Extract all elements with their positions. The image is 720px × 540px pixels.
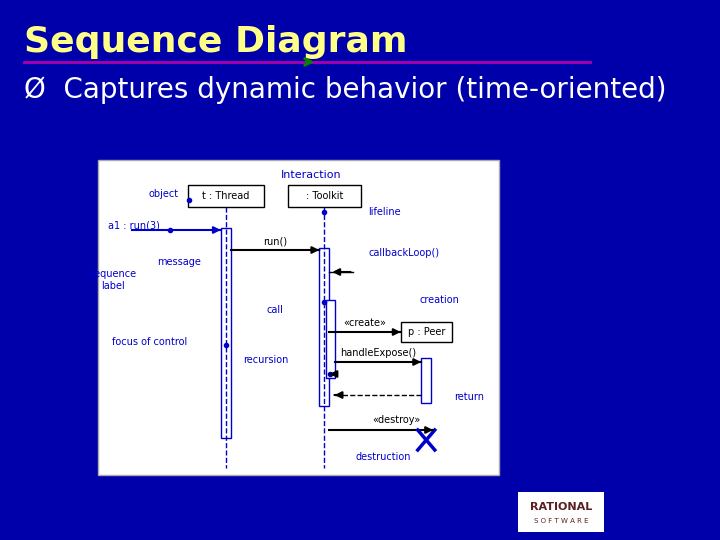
Bar bbox=[288, 185, 361, 207]
Bar bbox=[518, 492, 603, 532]
Bar bbox=[400, 322, 452, 342]
Text: callbackLoop(): callbackLoop() bbox=[369, 248, 440, 258]
Text: : Toolkit: : Toolkit bbox=[306, 191, 343, 201]
Text: RATIONAL: RATIONAL bbox=[530, 502, 592, 512]
Text: p : Peer: p : Peer bbox=[408, 327, 445, 337]
Text: recursion: recursion bbox=[243, 355, 289, 365]
Text: destruction: destruction bbox=[356, 452, 411, 462]
Text: sequence
label: sequence label bbox=[90, 269, 137, 291]
Text: Ø  Captures dynamic behavior (time-oriented): Ø Captures dynamic behavior (time-orient… bbox=[24, 76, 667, 104]
Text: «destroy»: «destroy» bbox=[372, 415, 420, 425]
Text: focus of control: focus of control bbox=[112, 337, 186, 347]
Bar bbox=[98, 160, 499, 475]
Text: creation: creation bbox=[420, 295, 459, 305]
Text: message: message bbox=[157, 257, 201, 267]
Text: Interaction: Interaction bbox=[281, 170, 341, 180]
Text: S O F T W A R E: S O F T W A R E bbox=[534, 518, 588, 524]
Bar bbox=[326, 300, 335, 378]
Bar bbox=[187, 185, 264, 207]
Text: return: return bbox=[454, 392, 485, 402]
Text: handleExpose(): handleExpose() bbox=[340, 348, 416, 358]
Text: call: call bbox=[266, 305, 283, 315]
Text: «create»: «create» bbox=[343, 318, 387, 328]
Bar bbox=[319, 248, 330, 406]
Bar bbox=[421, 358, 431, 403]
Text: run(): run() bbox=[263, 236, 287, 246]
Text: a1 : run(3): a1 : run(3) bbox=[107, 221, 159, 231]
Text: object: object bbox=[148, 189, 179, 199]
Text: lifeline: lifeline bbox=[368, 207, 401, 217]
Text: Sequence Diagram: Sequence Diagram bbox=[24, 25, 408, 59]
Bar bbox=[221, 228, 231, 438]
Text: t : Thread: t : Thread bbox=[202, 191, 250, 201]
